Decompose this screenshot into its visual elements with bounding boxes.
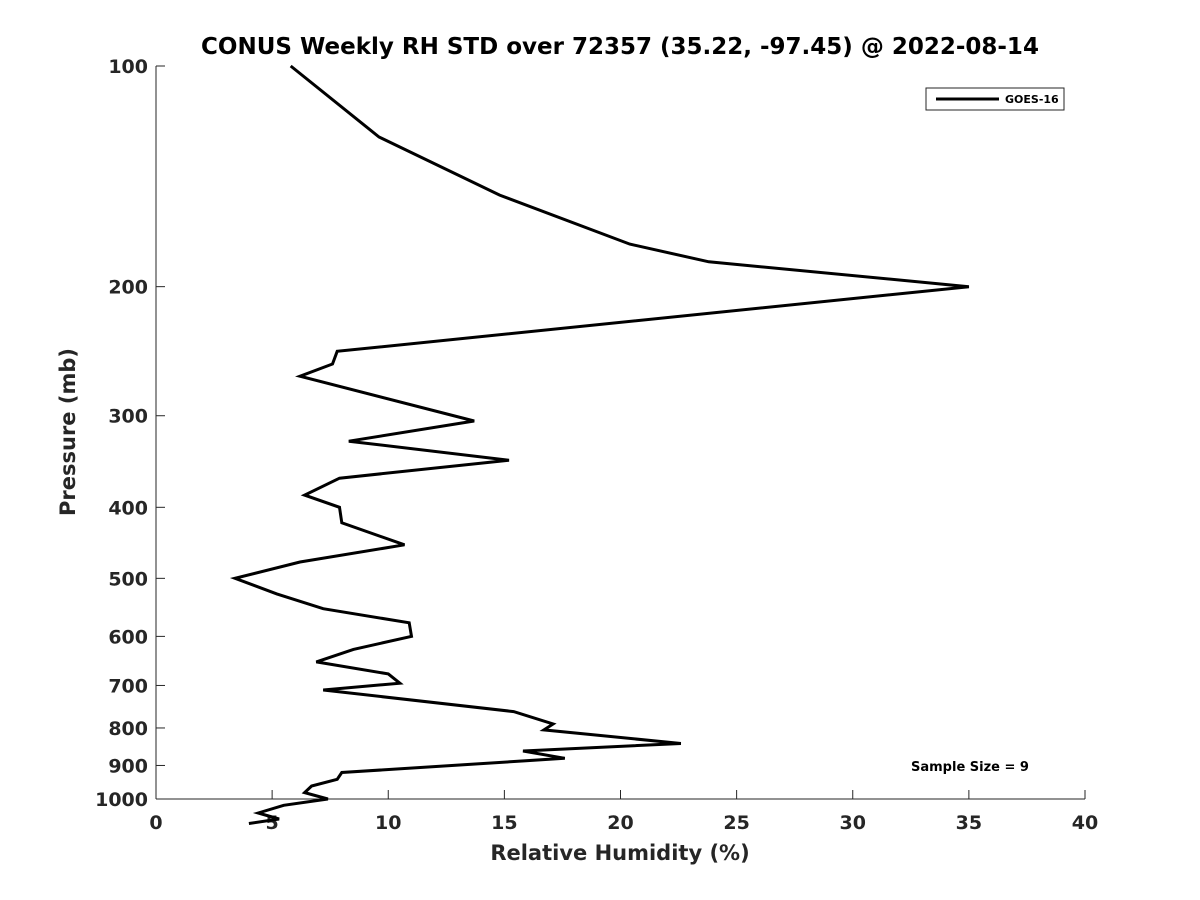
y-tick-label: 500 <box>108 568 148 590</box>
x-tick-label: 35 <box>956 812 982 834</box>
x-tick-label: 0 <box>149 812 162 834</box>
y-tick-label: 700 <box>108 675 148 697</box>
y-tick-label: 100 <box>108 56 148 78</box>
y-axis-ticks: 100 200 300 400 500 600 700 800 900 1000 <box>95 56 165 811</box>
series-layer <box>229 64 970 825</box>
series-line-goes-16 <box>229 64 970 825</box>
chart-title: CONUS Weekly RH STD over 72357 (35.22, -… <box>201 34 1039 60</box>
y-tick-label: 400 <box>108 497 148 519</box>
x-axis-label: Relative Humidity (%) <box>490 841 749 865</box>
x-tick-label: 25 <box>723 812 749 834</box>
plot-frame <box>156 66 1085 799</box>
x-tick-label: 20 <box>607 812 633 834</box>
x-tick-label: 10 <box>375 812 401 834</box>
x-tick-label: 15 <box>491 812 517 834</box>
y-tick-label: 1000 <box>95 789 148 811</box>
y-tick-label: 600 <box>108 626 148 648</box>
y-tick-label: 900 <box>108 755 148 777</box>
x-tick-label: 30 <box>840 812 866 834</box>
y-tick-label: 200 <box>108 277 148 299</box>
legend-label-goes-16: GOES-16 <box>1005 93 1059 106</box>
y-tick-label: 300 <box>108 406 148 428</box>
y-axis-label: Pressure (mb) <box>56 348 80 516</box>
x-axis-ticks: 0 5 10 15 20 25 30 35 40 <box>149 790 1098 834</box>
sample-size-annotation: Sample Size = 9 <box>911 760 1029 775</box>
y-tick-label: 800 <box>108 718 148 740</box>
x-tick-label: 40 <box>1072 812 1098 834</box>
legend: GOES-16 <box>925 87 1065 111</box>
